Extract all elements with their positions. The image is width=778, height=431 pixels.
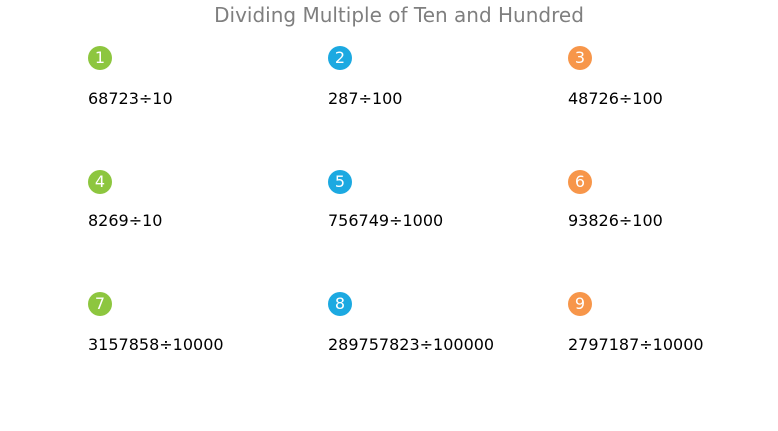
division-expression: 48726÷100	[568, 89, 663, 108]
division-expression: 68723÷10	[88, 89, 173, 108]
problem-2: 2 287÷100	[328, 46, 558, 108]
number-badge: 1	[88, 46, 112, 70]
number-badge: 6	[568, 170, 592, 194]
number-badge: 3	[568, 46, 592, 70]
division-expression: 93826÷100	[568, 211, 663, 230]
problem-4: 4 8269÷10	[88, 170, 318, 230]
problem-9: 9 2797187÷10000	[568, 292, 778, 354]
division-expression: 2797187÷10000	[568, 335, 704, 354]
division-expression: 287÷100	[328, 89, 403, 108]
problem-5: 5 756749÷1000	[328, 170, 558, 230]
problem-8: 8 289757823÷100000	[328, 292, 558, 354]
page-title: Dividing Multiple of Ten and Hundred	[214, 3, 584, 27]
number-badge: 7	[88, 292, 112, 316]
division-expression: 289757823÷100000	[328, 335, 495, 354]
number-badge: 4	[88, 170, 112, 194]
number-badge: 9	[568, 292, 592, 316]
problem-1: 1 68723÷10	[88, 46, 318, 108]
number-badge: 8	[328, 292, 352, 316]
division-expression: 8269÷10	[88, 211, 163, 230]
problem-6: 6 93826÷100	[568, 170, 778, 230]
problem-3: 3 48726÷100	[568, 46, 778, 108]
number-badge: 5	[328, 170, 352, 194]
division-expression: 756749÷1000	[328, 211, 444, 230]
number-badge: 2	[328, 46, 352, 70]
problem-7: 7 3157858÷10000	[88, 292, 318, 354]
division-expression: 3157858÷10000	[88, 335, 224, 354]
